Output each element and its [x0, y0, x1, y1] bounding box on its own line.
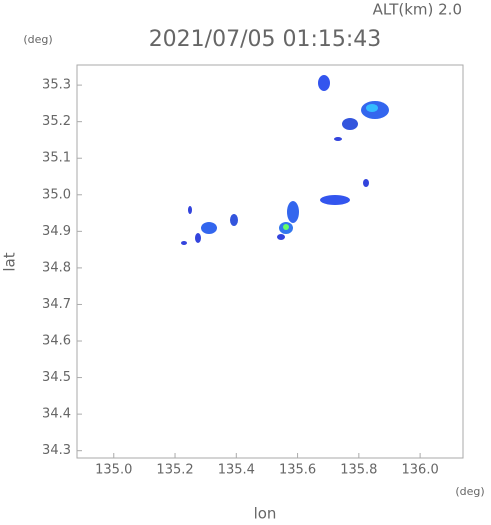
y-tick-label: 35.1 — [42, 151, 71, 166]
altitude: ALT(km) 2.0 — [373, 1, 462, 19]
echo — [342, 118, 358, 130]
echo — [318, 75, 330, 91]
y-tick-label: 34.7 — [42, 297, 71, 312]
echo — [277, 234, 285, 240]
y-tick-label: 34.5 — [42, 370, 71, 385]
x-tick-label: 135.0 — [95, 463, 132, 478]
echo — [230, 214, 238, 226]
y-tick-label: 35.3 — [42, 78, 71, 93]
plot-frame — [76, 64, 464, 459]
echo — [334, 137, 342, 141]
y-tick-label: 34.9 — [42, 224, 71, 239]
echo — [201, 222, 217, 234]
y-tick-label: 34.3 — [42, 443, 71, 458]
echo — [320, 195, 350, 205]
y-tick-label: 34.6 — [42, 334, 71, 349]
y-tick-label: 34.8 — [42, 260, 71, 275]
y-label: lat — [1, 252, 19, 271]
x-tick-label: 135.2 — [156, 463, 193, 478]
x-tick-label: 135.4 — [218, 463, 255, 478]
x-unit: (deg) — [455, 485, 484, 498]
y-unit: (deg) — [23, 33, 52, 46]
y-tick-label: 34.4 — [42, 407, 71, 422]
y-tick-label: 35.2 — [42, 114, 71, 129]
y-tick-label: 35.0 — [42, 187, 71, 202]
echoes — [181, 75, 389, 245]
echo — [283, 224, 289, 230]
echo — [363, 179, 369, 187]
x-tick-label: 135.8 — [340, 463, 377, 478]
echo — [366, 104, 378, 112]
echo — [188, 206, 192, 214]
x-tick-label: 136.0 — [402, 463, 439, 478]
echo — [195, 233, 201, 243]
title: 2021/07/05 01:15:43 — [149, 27, 382, 52]
echo — [181, 241, 187, 245]
x-label: lon — [254, 505, 277, 522]
x-tick-label: 135.6 — [279, 463, 316, 478]
echo — [287, 201, 299, 223]
